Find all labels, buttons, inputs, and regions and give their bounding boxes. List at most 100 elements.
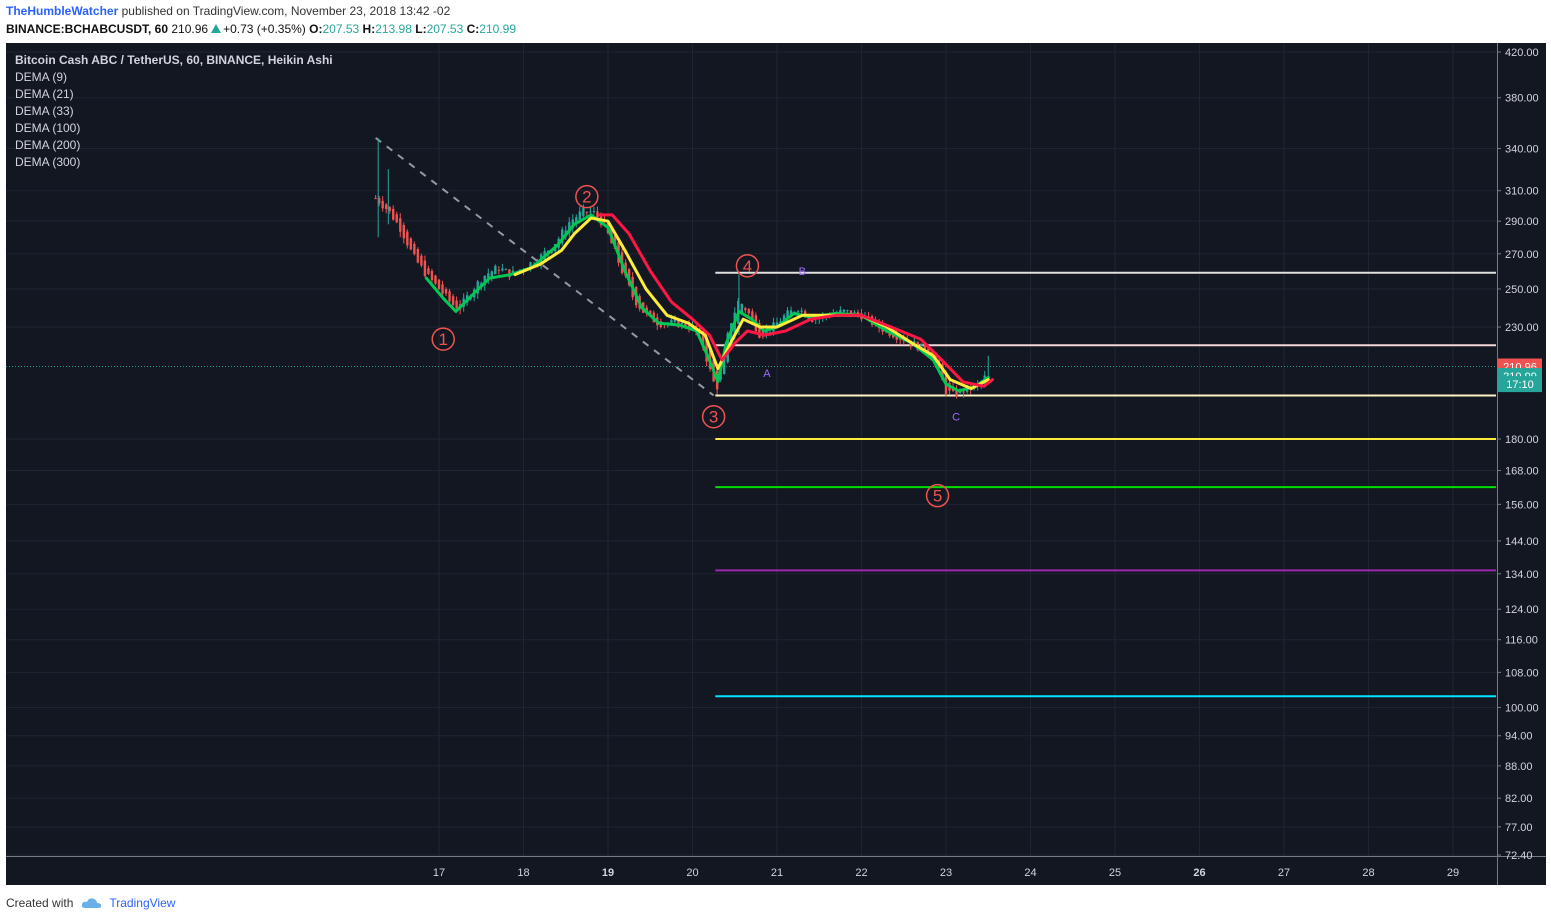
candle-body — [747, 309, 751, 314]
high-label: H: — [362, 22, 376, 36]
candle-body — [800, 310, 803, 312]
price-tick-label: 230.00 — [1505, 322, 1539, 334]
candle-body — [497, 269, 501, 271]
legend-dema-9[interactable]: DEMA (9) — [15, 70, 68, 84]
candle-body — [423, 260, 427, 277]
legend-dema-100[interactable]: DEMA (100) — [15, 121, 81, 135]
time-tick-label: 25 — [1109, 867, 1121, 879]
candle-body — [444, 289, 448, 294]
candle-body — [374, 198, 377, 200]
price-tick-label: 82.00 — [1505, 793, 1533, 805]
candle-body — [455, 300, 458, 309]
dema-line — [598, 213, 994, 388]
candle-body — [448, 291, 451, 302]
price-chart[interactable]: 420.00 380.00 340.00 310.00 290.00 270.00 250.… — [6, 43, 1546, 885]
candle-body — [596, 211, 599, 218]
time-tick-label: 20 — [686, 867, 698, 879]
candle-body — [856, 312, 860, 315]
price-tick-label: 156.00 — [1505, 499, 1539, 511]
wave-label-circle — [735, 254, 760, 278]
tradingview-link[interactable]: TradingView — [109, 896, 176, 910]
candle-body — [490, 271, 494, 277]
price-tick-label: 134.00 — [1505, 569, 1539, 581]
candle-body — [430, 271, 434, 281]
time-tick-label: 29 — [1447, 867, 1459, 879]
candle-body — [589, 211, 592, 213]
candle-body — [409, 238, 413, 250]
close-label: C: — [466, 22, 480, 36]
time-tick-label: 22 — [855, 867, 867, 879]
price-tick-label: 380.00 — [1505, 93, 1539, 105]
candle-body — [585, 211, 589, 213]
candle-body — [941, 364, 944, 381]
candle-body — [529, 262, 532, 270]
candle-body — [701, 330, 705, 348]
candle-body — [395, 214, 398, 223]
candle-body — [920, 343, 923, 347]
last-price: 210.96 — [171, 22, 209, 36]
candle-body — [962, 391, 965, 393]
candle-body — [437, 279, 441, 290]
publish-text: published on TradingView.com, November 2… — [121, 4, 451, 18]
candle-body — [592, 211, 596, 213]
time-tick-label: 26 — [1193, 867, 1205, 879]
ohlc-bar: BINANCE:BCHABCUSDT, 60 210.96 +0.73 (+0.3… — [6, 22, 516, 36]
candle-body — [775, 322, 779, 327]
legend-dema-21[interactable]: DEMA (21) — [15, 87, 74, 101]
candle-body — [758, 323, 761, 338]
candle-body — [782, 315, 786, 324]
time-tick-label: 24 — [1024, 867, 1036, 879]
candle-body — [768, 331, 772, 333]
low-value: 207.53 — [426, 22, 464, 36]
up-arrow-icon — [211, 24, 222, 33]
candle-body — [722, 350, 726, 375]
candle-body — [402, 224, 405, 239]
high-value: 213.98 — [375, 22, 412, 36]
legend-dema-33[interactable]: DEMA (33) — [15, 104, 74, 118]
candle-body — [670, 319, 673, 324]
candle-body — [413, 243, 416, 255]
time-tick-label: 23 — [940, 867, 952, 879]
candle-body — [684, 323, 687, 328]
candle-body — [740, 304, 743, 313]
price-tick-label: 180.00 — [1505, 434, 1539, 446]
candle-body — [846, 309, 849, 311]
candle-body — [501, 268, 504, 271]
candle-body — [571, 219, 574, 228]
candle-body — [789, 310, 793, 315]
wave-label: 4 — [743, 257, 752, 276]
price-tick-label: 124.00 — [1505, 604, 1539, 616]
candle-body — [578, 211, 582, 221]
price-tick-label: 108.00 — [1505, 667, 1539, 679]
price-tick-label: 144.00 — [1505, 536, 1539, 548]
candle-body — [751, 311, 754, 320]
price-tick-label: 72.40 — [1505, 850, 1533, 862]
close-value: 210.99 — [479, 22, 516, 36]
candle-body — [377, 198, 381, 204]
price-tick-label: 168.00 — [1505, 466, 1539, 478]
tradingview-cloud-icon — [82, 898, 102, 908]
created-with-text: Created with — [6, 896, 74, 910]
author-link[interactable]: TheHumbleWatcher — [6, 4, 119, 18]
candle-body — [392, 208, 395, 220]
legend-dema-200[interactable]: DEMA (200) — [15, 138, 81, 152]
candle-body — [416, 249, 420, 263]
price-tick-label: 116.00 — [1505, 635, 1538, 647]
candle-body — [575, 217, 578, 224]
candle-body — [649, 310, 652, 315]
candle-body — [388, 206, 391, 212]
time-tick-label: 17 — [433, 867, 445, 879]
candle-body — [786, 310, 789, 320]
candle-body — [434, 275, 437, 284]
candle-body — [568, 222, 571, 234]
open-label: O: — [309, 22, 323, 36]
candle-body — [487, 273, 490, 281]
price-tick-label: 290.00 — [1505, 216, 1539, 228]
chart-area[interactable]: 420.00 380.00 340.00 310.00 290.00 270.00 250.… — [6, 43, 1546, 885]
legend-dema-300[interactable]: DEMA (300) — [15, 155, 81, 169]
price-tick-label: 94.00 — [1505, 731, 1533, 743]
price-tick-label: 270.00 — [1505, 249, 1539, 261]
candle-body — [399, 218, 402, 232]
candle-body — [451, 296, 455, 305]
price-tick-label: 340.00 — [1505, 144, 1539, 156]
